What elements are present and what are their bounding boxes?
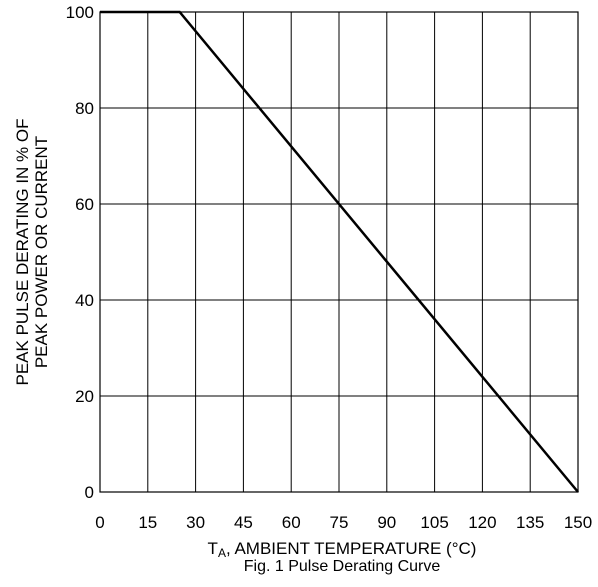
derating-curve-line	[100, 10, 579, 493]
x-tick-label: 105	[420, 513, 448, 532]
x-tick-label: 150	[564, 513, 592, 532]
x-axis-label: TA, AMBIENT TEMPERATURE (°C)	[208, 539, 477, 560]
y-tick-label: 20	[75, 387, 94, 406]
y-tick-label: 100	[66, 3, 94, 22]
y-axis-label-line1: PEAK PULSE DERATING IN % OF	[13, 118, 32, 385]
x-tick-label: 0	[95, 513, 104, 532]
x-tick-label: 15	[138, 513, 157, 532]
plot-area-frame	[99, 11, 579, 493]
x-tick-label: 135	[516, 513, 544, 532]
y-tick-labels: 0 20 40 60 80 100	[66, 3, 94, 502]
y-tick-label: 0	[85, 483, 94, 502]
y-tick-label: 80	[75, 99, 94, 118]
x-tick-label: 60	[282, 513, 301, 532]
x-axis-label-text: , AMBIENT TEMPERATURE (°C)	[226, 539, 477, 558]
figure-caption: Fig. 1 Pulse Derating Curve	[244, 558, 441, 575]
x-tick-label: 45	[234, 513, 253, 532]
y-tick-label: 60	[75, 195, 94, 214]
y-tick-label: 40	[75, 291, 94, 310]
x-tick-label: 120	[468, 513, 496, 532]
x-tick-label: 75	[330, 513, 349, 532]
grid-lines	[100, 12, 578, 492]
x-tick-label: 30	[186, 513, 205, 532]
y-axis-label-line2: PEAK POWER OR CURRENT	[32, 136, 51, 368]
x-tick-label: 90	[377, 513, 396, 532]
x-axis-label-subscript: A	[218, 546, 226, 560]
x-tick-labels: 0 15 30 45 60 75 90 105 120 135 150	[95, 513, 592, 532]
x-axis-label-symbol: T	[208, 539, 218, 558]
series-group	[100, 10, 579, 493]
y-axis-label: PEAK PULSE DERATING IN % OF PEAK POWER O…	[13, 118, 51, 385]
